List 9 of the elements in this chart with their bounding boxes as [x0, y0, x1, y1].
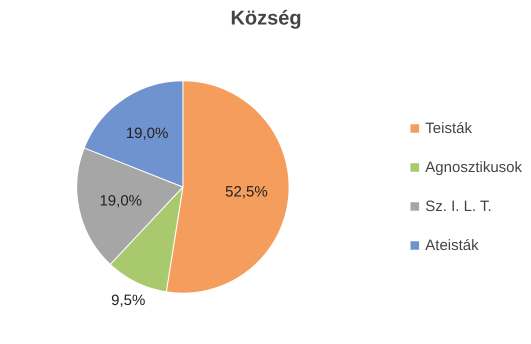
legend-label: Sz. I. L. T. [425, 198, 492, 214]
legend-label: Agnosztikusok [425, 158, 522, 176]
data-label: 19,0% [99, 192, 142, 210]
legend-label: Ateisták [425, 236, 479, 254]
data-label: 9,5% [111, 292, 146, 309]
chart-title: Község [230, 8, 302, 30]
legend-label: Teisták [425, 120, 472, 136]
data-label: 19,0% [126, 124, 168, 142]
data-label: 52,5% [225, 184, 268, 201]
